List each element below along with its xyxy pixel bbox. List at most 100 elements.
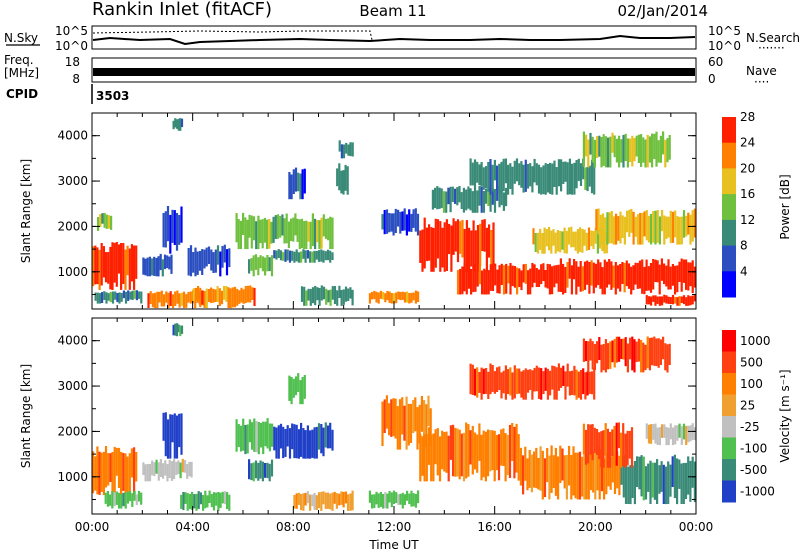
velocity-cell — [546, 448, 549, 483]
power-cell — [171, 294, 175, 309]
velocity-cell — [217, 492, 220, 511]
velocity-cell — [598, 449, 601, 500]
velocity-cell — [394, 398, 397, 439]
velocity-cell — [175, 415, 179, 459]
power-cell — [326, 249, 330, 261]
power-cell — [248, 214, 251, 238]
power-cell — [338, 140, 341, 152]
power-cell — [161, 259, 164, 277]
power-cell — [344, 286, 348, 302]
power-cell — [630, 208, 633, 233]
power-cell — [436, 219, 440, 259]
power-cell — [266, 255, 269, 272]
velocity-cell — [133, 447, 136, 495]
power-cell — [292, 169, 295, 194]
velocity-cell — [384, 492, 387, 509]
power-cell — [647, 296, 651, 305]
power-cell — [505, 263, 508, 294]
velocity-cell — [212, 492, 216, 511]
power-cell — [329, 216, 332, 250]
velocity-cell — [190, 461, 193, 478]
power-cell — [440, 188, 443, 209]
power-cell — [261, 219, 264, 249]
velocity-cell — [390, 399, 393, 437]
power-cell — [623, 216, 626, 245]
velocity-cell — [489, 430, 492, 472]
velocity-cell — [669, 464, 672, 497]
power-cell — [594, 227, 597, 244]
velocity-cell — [124, 453, 127, 495]
velocity-cell — [177, 460, 180, 474]
power-cell — [550, 230, 553, 254]
velocity-cell — [666, 344, 669, 373]
power-cell — [196, 251, 199, 275]
power-cell — [210, 249, 213, 271]
velocity-cell — [174, 323, 177, 336]
power-cell — [533, 158, 536, 183]
power-cell — [97, 217, 100, 231]
power-cell — [443, 222, 446, 272]
power-cell — [235, 213, 238, 243]
power-cell — [147, 293, 150, 308]
power-cell — [544, 270, 547, 288]
power-cell — [403, 208, 406, 231]
power-cell — [489, 192, 492, 212]
power-cell — [311, 251, 314, 263]
power-cell — [516, 267, 519, 295]
power-cell — [268, 219, 271, 249]
velocity-cell — [104, 492, 107, 504]
velocity-cell — [288, 375, 291, 401]
freq-left-top-tick: 18 — [65, 55, 80, 69]
power-cell — [286, 249, 289, 261]
velocity-cell — [635, 341, 638, 362]
power-cell — [207, 288, 211, 302]
power-cell — [203, 291, 206, 308]
power-cell — [314, 285, 317, 306]
power-cell — [294, 167, 298, 192]
velocity-cell — [624, 464, 628, 504]
power-cell — [451, 186, 454, 202]
power-cell — [416, 213, 420, 236]
date-title: 02/Jan/2014 — [618, 2, 709, 20]
power-cell — [297, 252, 300, 263]
power-cell — [608, 259, 611, 285]
power-cell — [586, 166, 589, 192]
power-cell — [441, 227, 444, 268]
velocity-cell — [491, 365, 494, 392]
velocity-cell — [529, 369, 532, 391]
velocity-cell — [429, 408, 432, 446]
power-cell — [599, 262, 602, 289]
velocity-cell — [655, 338, 658, 367]
velocity-cell — [629, 465, 632, 505]
power-cell — [511, 265, 514, 287]
cpid-value: 3503 — [96, 89, 129, 103]
velocity-cell — [208, 490, 211, 503]
power-cell — [687, 295, 690, 306]
velocity-cell — [168, 459, 171, 478]
power-cell — [470, 268, 473, 295]
power-cell — [304, 250, 307, 263]
power-cell — [172, 120, 175, 130]
power-cell — [529, 268, 532, 295]
velocity-cell — [626, 430, 629, 466]
velocity-cell — [401, 492, 404, 509]
velocity-cell — [526, 458, 529, 491]
power-cell — [667, 296, 670, 304]
power-cell — [552, 229, 555, 246]
colorbar-tick-label: -100 — [740, 441, 767, 455]
power-cell — [632, 211, 635, 245]
velocity-cell — [153, 462, 156, 477]
velocity-cell — [395, 492, 398, 503]
power-cell — [220, 290, 224, 305]
velocity-cell — [583, 452, 586, 500]
velocity-cell — [131, 493, 134, 507]
y-tick-label: 1000 — [57, 470, 88, 484]
velocity-cell — [436, 428, 439, 476]
velocity-cell — [425, 434, 428, 482]
velocity-cell — [306, 491, 309, 504]
velocity-cell — [609, 431, 612, 468]
velocity-cell — [578, 451, 582, 500]
velocity-cell — [302, 428, 305, 459]
power-cell — [340, 289, 343, 306]
colorbar-segment — [722, 394, 736, 417]
